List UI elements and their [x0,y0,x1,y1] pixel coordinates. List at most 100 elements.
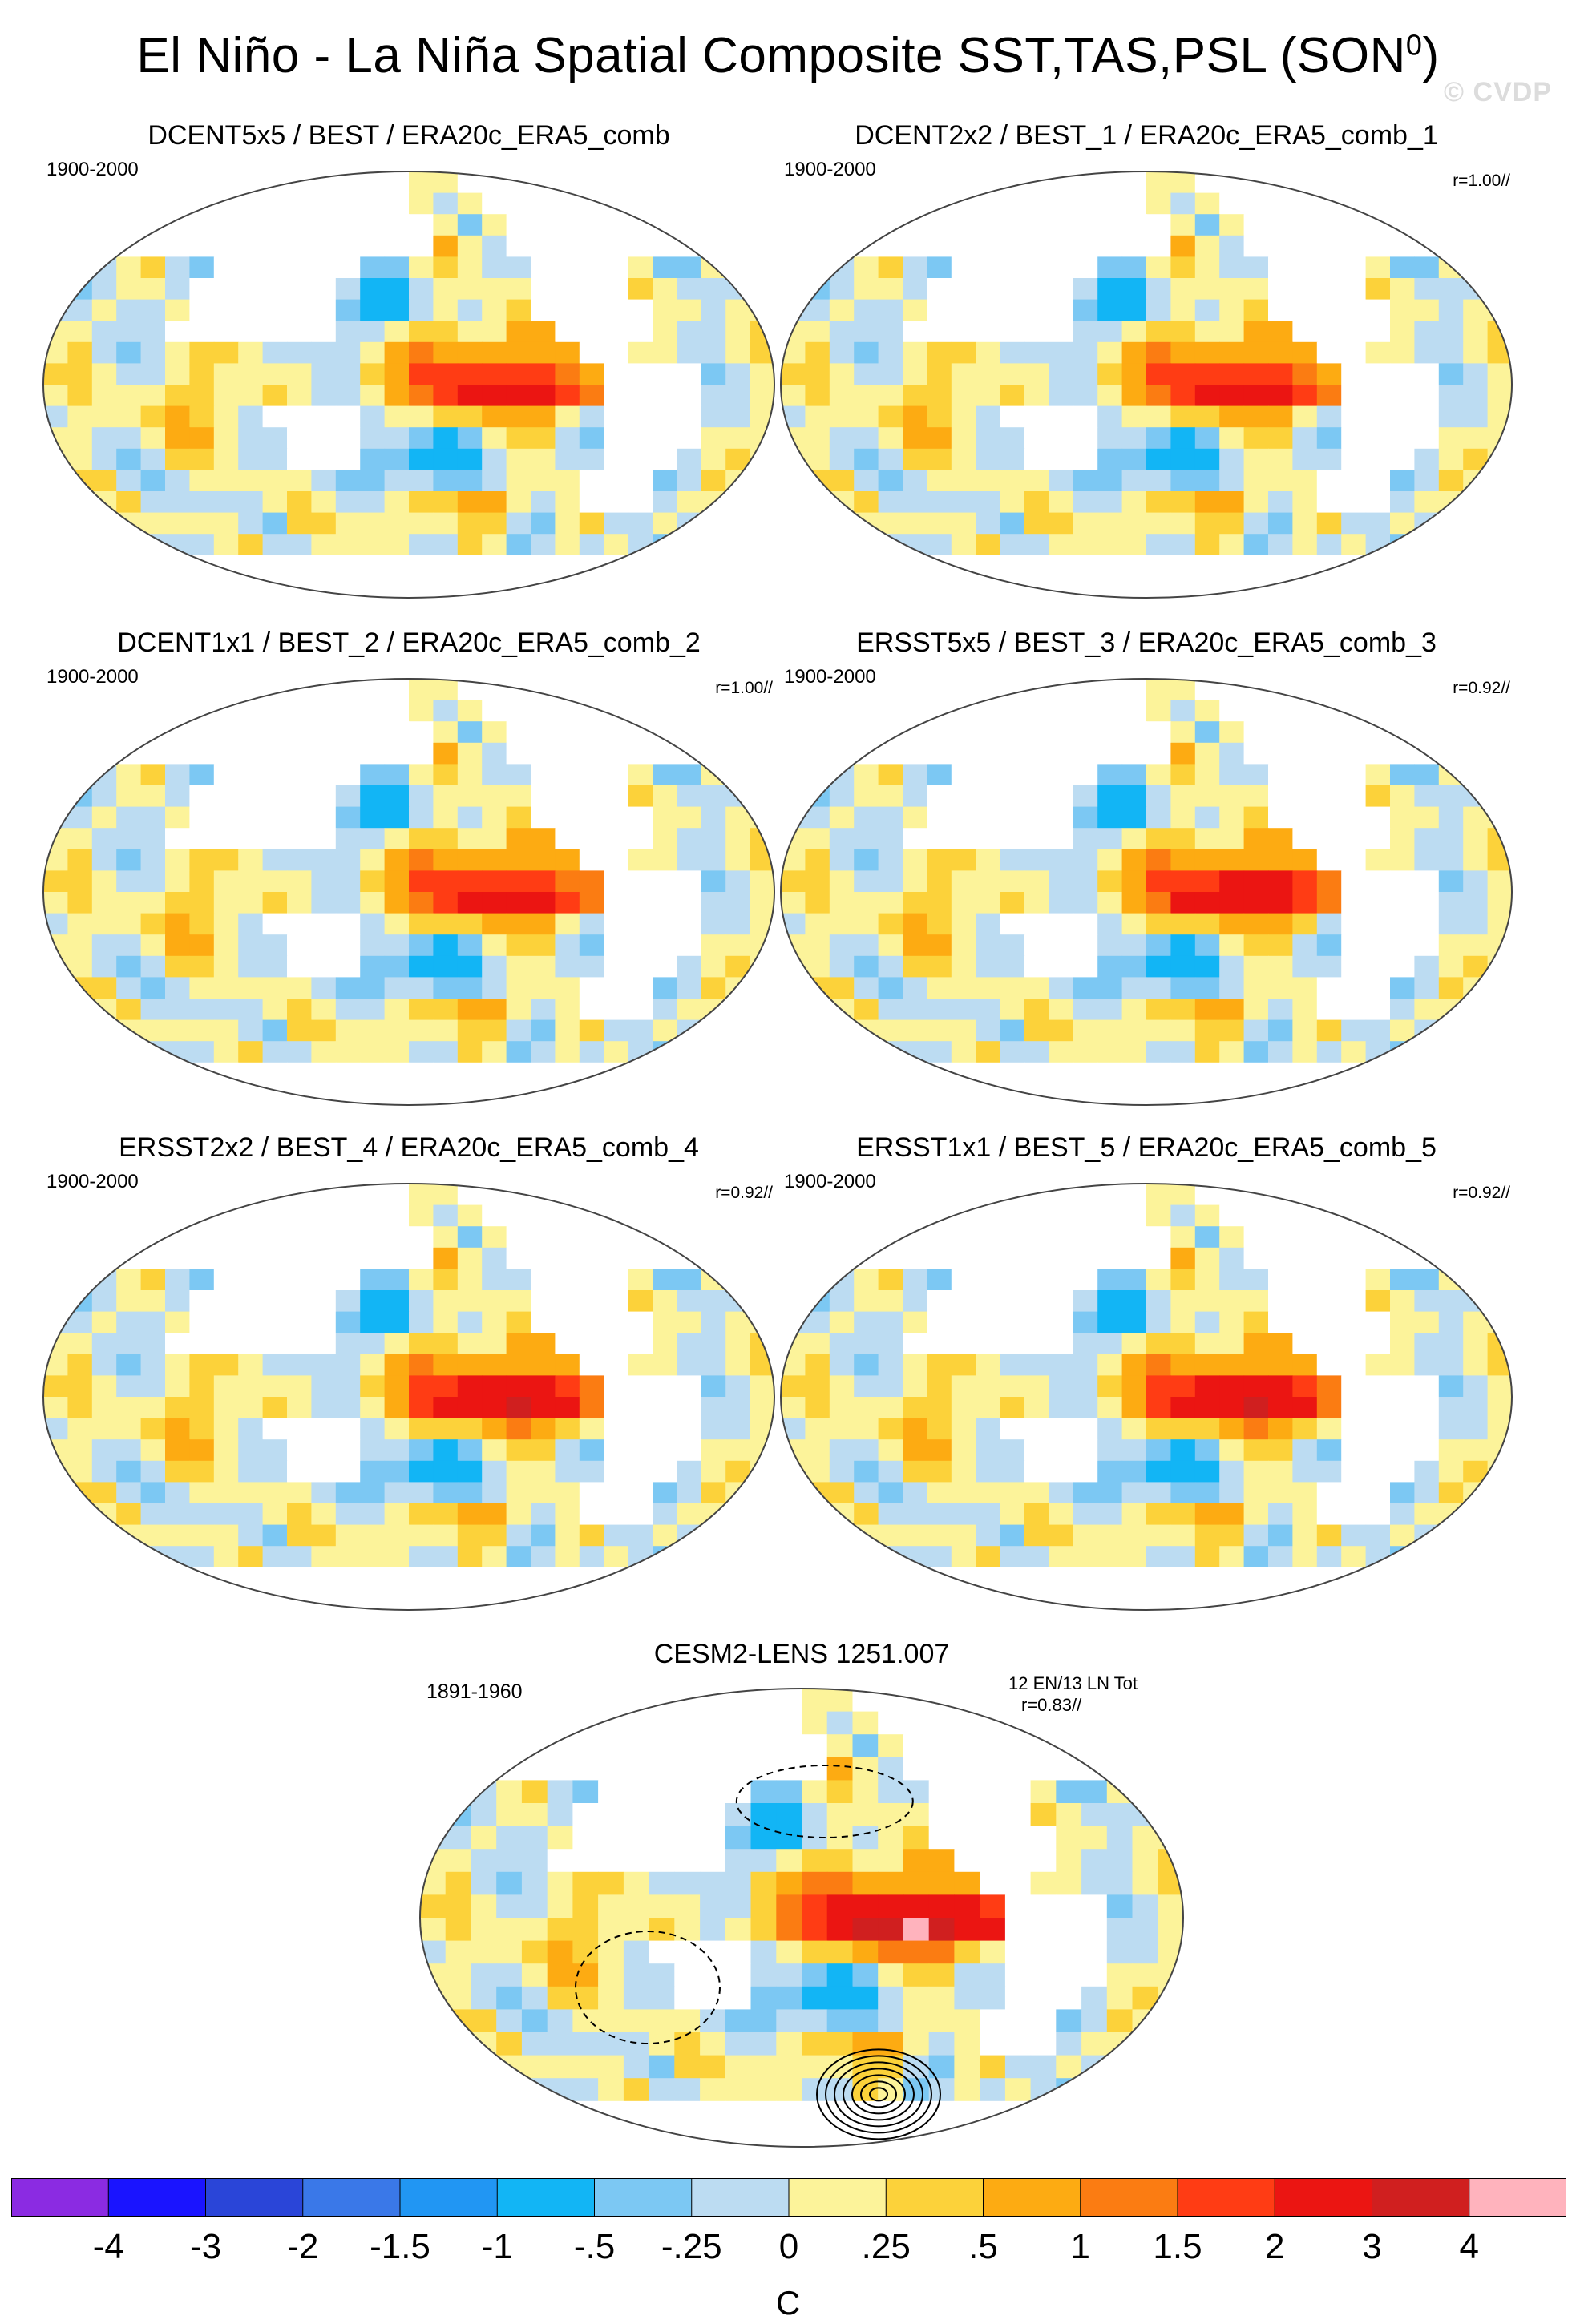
field-cell [1487,1184,1512,1206]
field-cell [1106,1986,1134,2010]
field-cell [701,1354,726,1376]
field-cell [829,977,855,999]
field-cell [1292,934,1318,957]
field-cell [531,1588,556,1610]
field-cell [1049,1482,1074,1504]
field-cell [628,870,653,893]
field-cell [1097,1546,1123,1568]
field-cell [805,235,830,257]
field-cell [457,1567,483,1589]
field-cell [623,1894,650,1919]
field-cell [854,299,879,321]
field-cell [802,1803,828,1827]
field-cell [1463,385,1489,407]
field-cell [1081,1940,1108,1964]
map-border [42,171,775,599]
field-cell [1243,1418,1269,1440]
field-cell [1000,1460,1025,1483]
field-cell [1024,448,1049,470]
field-cell [700,2032,726,2056]
field-cell [1365,742,1391,765]
field-cell [976,1311,1001,1333]
field-cell [725,1734,752,1758]
field-cell [1194,385,1220,407]
field-cell [1194,870,1220,893]
field-cell [1463,1397,1489,1419]
field-cell [1132,1711,1158,1735]
field-cell [1268,1041,1293,1063]
field-cell [1390,892,1415,914]
field-cell [725,1588,751,1610]
field-cell [360,405,386,428]
field-cell [287,512,312,535]
field-cell [750,171,774,194]
field-cell [531,1460,556,1483]
field-cell [1121,235,1147,257]
field-cell [1097,764,1123,786]
field-cell [1438,1247,1464,1269]
field-cell [1487,1567,1512,1589]
field-cell [67,1546,93,1568]
field-cell [579,512,604,535]
field-cell [980,1803,1006,1827]
field-cell [750,1689,777,1713]
field-cell [781,1290,806,1313]
field-cell [598,1871,624,1895]
field-cell [700,1963,726,1987]
field-cell [1365,405,1391,428]
field-cell [653,955,677,978]
field-cell [1146,1019,1171,1042]
field-cell [677,1041,702,1063]
field-cell [1438,1546,1464,1568]
field-cell [1106,1689,1134,1713]
field-cell [781,892,806,914]
field-cell [826,1894,853,1919]
field-cell [1073,299,1098,321]
field-cell [1316,1397,1342,1419]
field-cell [1268,1503,1293,1526]
field-cell [1194,999,1220,1021]
field-cell [1000,1083,1025,1105]
field-cell [1106,1734,1134,1758]
field-cell [1243,1269,1269,1291]
field-cell [1194,299,1220,321]
field-cell [1365,870,1391,893]
field-cell [1341,385,1367,407]
field-cell [547,2009,573,2033]
field-cell [213,1546,239,1568]
field-cell [531,1333,556,1355]
field-cell [506,955,531,978]
field-cell [805,576,830,598]
field-cell [547,2032,573,2056]
field-cell [878,785,903,808]
field-cell [482,555,507,577]
field-cell [826,1871,853,1895]
field-cell [531,555,556,577]
field-cell [1121,849,1147,871]
field-cell [1097,1460,1123,1483]
field-cell [604,427,629,450]
field-cell [1316,1290,1342,1313]
field-cell [927,321,952,343]
field-cell [623,2055,650,2079]
field-cell [116,721,142,744]
field-cell [1024,999,1049,1021]
field-cell [262,1546,288,1568]
field-cell [1146,363,1171,385]
field-cell [805,1333,830,1355]
field-cell [531,534,556,556]
field-cell [360,491,386,514]
field-cell [1365,491,1391,514]
field-cell [91,1083,117,1105]
field-cell [750,1546,774,1568]
field-cell [829,1184,855,1206]
field-cell [140,700,166,722]
field-cell [1487,512,1512,535]
field-cell [433,1041,459,1063]
field-cell [1097,828,1123,850]
field-cell [482,1062,507,1084]
field-cell [91,1375,117,1398]
field-cell [445,1711,471,1735]
field-cell [1194,491,1220,514]
field-cell [1056,1849,1082,1873]
